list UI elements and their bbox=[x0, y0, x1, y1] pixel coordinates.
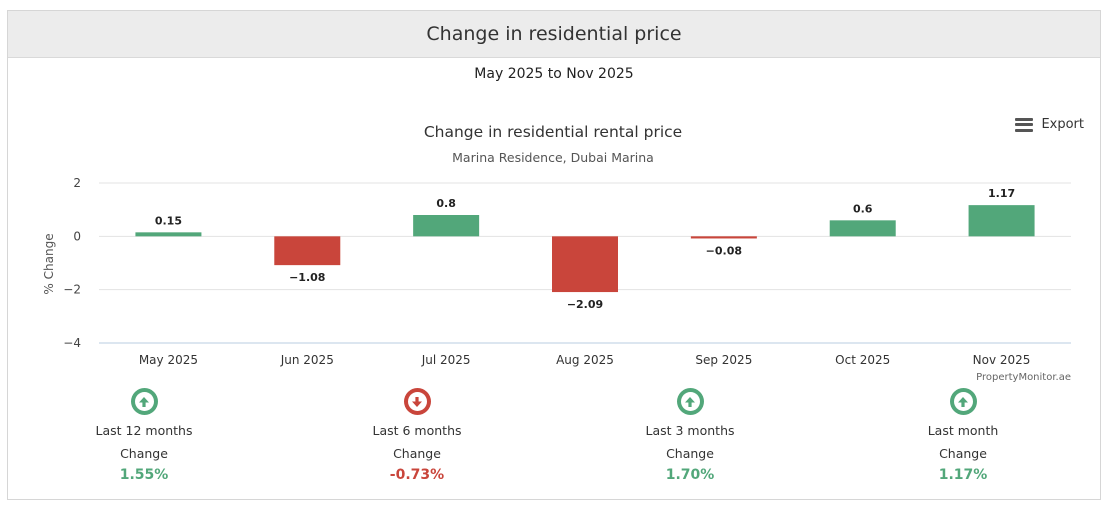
x-tick-label: Jun 2025 bbox=[280, 353, 334, 367]
x-tick-label: Jul 2025 bbox=[421, 353, 471, 367]
stat-period: Last month bbox=[927, 423, 999, 438]
stat-card: Last month Change 1.17% bbox=[873, 388, 1053, 483]
stat-label: Change bbox=[393, 446, 441, 461]
price-change-panel: Change in residential price May 2025 to … bbox=[7, 10, 1101, 500]
bar-aug-2025[interactable] bbox=[552, 236, 618, 293]
arrow-up-icon bbox=[676, 388, 704, 415]
stat-label: Change bbox=[939, 446, 987, 461]
stat-value: 1.17% bbox=[938, 467, 988, 483]
bar-jul-2025[interactable] bbox=[413, 215, 480, 237]
panel-header: Change in residential price bbox=[8, 11, 1100, 58]
export-label: Export bbox=[1041, 117, 1084, 132]
stat-card: Last 12 months Change 1.55% bbox=[54, 388, 234, 483]
credit-text[interactable]: PropertyMonitor.ae bbox=[976, 372, 1071, 383]
y-tick-label: −4 bbox=[63, 336, 81, 350]
stat-period: Last 12 months bbox=[95, 423, 193, 438]
x-tick-label: Sep 2025 bbox=[695, 353, 752, 367]
summary-stats: Last 12 months Change 1.55% Last 6 months Ch… bbox=[0, 376, 1118, 486]
data-label: 1.17 bbox=[988, 187, 1015, 200]
y-axis-label: % Change bbox=[42, 233, 56, 294]
data-label: −0.08 bbox=[706, 244, 742, 257]
data-label: 0.6 bbox=[853, 202, 873, 215]
stat-card: Last 6 months Change -0.73% bbox=[327, 388, 507, 483]
x-tick-label: Oct 2025 bbox=[835, 353, 890, 367]
x-tick-label: May 2025 bbox=[139, 353, 198, 367]
y-tick-label: −2 bbox=[63, 283, 81, 297]
bar-may-2025[interactable] bbox=[135, 232, 202, 237]
data-label: 0.15 bbox=[155, 214, 182, 227]
chart-subtitle: Marina Residence, Dubai Marina bbox=[452, 150, 654, 165]
y-tick-label: 0 bbox=[73, 229, 81, 243]
arrow-up-icon bbox=[130, 388, 158, 415]
stat-label: Change bbox=[666, 446, 714, 461]
bar-sep-2025[interactable] bbox=[690, 236, 757, 239]
data-label: −1.08 bbox=[289, 271, 325, 284]
data-label: −2.09 bbox=[567, 298, 603, 311]
panel-title: Change in residential price bbox=[426, 23, 682, 45]
bars bbox=[135, 205, 1035, 293]
bar-oct-2025[interactable] bbox=[829, 220, 896, 237]
chart-title: Change in residential rental price bbox=[424, 123, 682, 141]
stat-value: 1.55% bbox=[119, 467, 169, 483]
x-tick-label: Nov 2025 bbox=[973, 353, 1031, 367]
arrow-up-icon bbox=[949, 388, 977, 415]
stat-value: -0.73% bbox=[389, 467, 445, 483]
stat-card: Last 3 months Change 1.70% bbox=[600, 388, 780, 483]
x-tick-label: Aug 2025 bbox=[556, 353, 614, 367]
stat-value: 1.70% bbox=[665, 467, 715, 483]
bar-nov-2025[interactable] bbox=[968, 205, 1035, 237]
stat-period: Last 3 months bbox=[645, 423, 735, 438]
bar-jun-2025[interactable] bbox=[274, 236, 341, 266]
export-button[interactable]: Export bbox=[1015, 117, 1084, 132]
data-label: 0.8 bbox=[436, 197, 456, 210]
stat-label: Change bbox=[120, 446, 168, 461]
x-axis: May 2025 Jun 2025 Jul 2025 Aug 2025 Sep 2025… bbox=[139, 353, 1031, 367]
data-labels: 0.15 −1.08 0.8 −2.09 −0.08 0.6 1.17 bbox=[155, 187, 1015, 311]
arrow-down-icon bbox=[403, 388, 431, 415]
stat-period: Last 6 months bbox=[372, 423, 462, 438]
date-range: May 2025 to Nov 2025 bbox=[474, 66, 634, 82]
y-axis: 2 0 −2 −4 bbox=[63, 176, 81, 350]
menu-icon bbox=[1015, 117, 1034, 132]
y-tick-label: 2 bbox=[73, 176, 81, 190]
